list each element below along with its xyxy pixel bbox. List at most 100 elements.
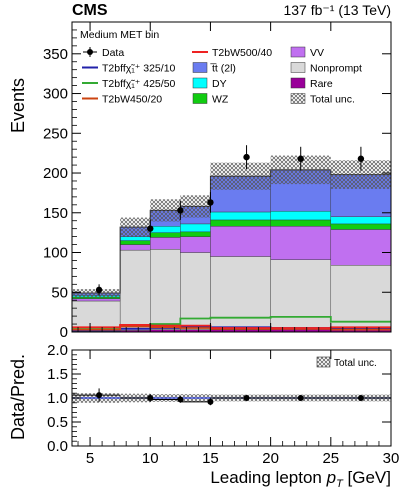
legend-label-total_unc: Total unc. — [310, 94, 355, 106]
main-y-tick-label-300: 300 — [43, 86, 68, 103]
bar-nonprompt-3 — [180, 252, 211, 330]
legend-swatch-total_unc — [290, 93, 306, 104]
ratio-y-tick-label-0.0: 0.0 — [47, 438, 68, 455]
data-point-4 — [243, 153, 250, 161]
legend-label-ttbar: t̅t (2l) — [209, 63, 236, 75]
ratio-legend-swatch — [316, 356, 331, 368]
bar-dy-6 — [330, 216, 392, 225]
bar-wz-4 — [210, 219, 271, 227]
bar-wz-6 — [330, 223, 392, 230]
bar-wz-5 — [270, 219, 332, 227]
main-y-tick-label-150: 150 — [43, 205, 68, 222]
ratio-points — [72, 388, 391, 406]
bar-vv-0 — [71, 298, 121, 302]
legend-label-signal_T2bW_500_40: T2bW500/40 — [212, 47, 272, 59]
bar-wz-1 — [119, 240, 151, 245]
bar-wz-0 — [71, 296, 121, 299]
background-stack — [71, 169, 392, 333]
unc-band-2 — [150, 199, 181, 222]
bar-dy-5 — [270, 210, 332, 221]
main-y-axis-label: Events — [8, 78, 28, 133]
ratio-point-4 — [243, 395, 250, 401]
bar-dy-4 — [210, 211, 271, 221]
ratio-x-tick-label-25: 25 — [322, 450, 339, 467]
bar-wz-3 — [180, 231, 211, 237]
ratio-x-tick-label-30: 30 — [383, 450, 400, 467]
unc-band-1 — [120, 217, 151, 237]
bar-nonprompt-2 — [150, 249, 181, 330]
ratio-x-tick-label-10: 10 — [142, 450, 159, 467]
x-axis-label-prefix: Leading lepton — [210, 468, 326, 487]
legend-label-VV: VV — [310, 47, 324, 59]
ratio-x-axis: 5 10 15 20 25 30 — [77, 350, 400, 467]
x-axis-label-p: p — [326, 468, 336, 487]
ratio-y-axis: 0.0 0.5 1.0 1.5 2.0 — [47, 342, 391, 455]
data-point-3 — [207, 199, 214, 206]
legend-label-WZ: WZ — [212, 94, 229, 106]
bar-vv-1 — [119, 244, 151, 251]
legend-label-signal_T2bW_450_20: T2bW450/20 — [102, 94, 162, 106]
ratio-point-1 — [147, 395, 154, 401]
bar-vv-6 — [330, 229, 392, 266]
ratio-legend: Total unc. — [316, 356, 377, 369]
ratio-point-0 — [96, 392, 103, 399]
bar-vv-4 — [210, 226, 271, 257]
ratio-point-2 — [177, 396, 184, 403]
luminosity-label: 137 fb⁻¹ (13 TeV) — [283, 2, 391, 18]
main-y-tick-label-50: 50 — [51, 284, 68, 301]
x-axis-label-subscript: T — [336, 478, 344, 490]
main-y-tick-label-350: 350 — [43, 46, 68, 63]
bar-dy-3 — [180, 223, 211, 233]
legend-label-DY: DY — [212, 78, 227, 90]
x-axis-label: Leading lepton pT [GeV] — [210, 468, 391, 490]
ratio-plot-panel: 0.0 0.5 1.0 1.5 2.0 5 10 15 20 25 30 Data/Pred. T… — [8, 342, 399, 490]
bar-nonprompt-5 — [270, 259, 332, 330]
legend-label-signal_T2bff_325_10: T2bffχ̃₁⁺ 325/10 — [102, 63, 176, 75]
experiment-label: CMS — [72, 2, 108, 19]
legend-marker-data — [87, 49, 93, 55]
unc-band-3 — [180, 195, 211, 218]
legend-swatch-ttbar — [192, 62, 208, 73]
ratio-y-tick-label-0.5: 0.5 — [47, 414, 68, 431]
ratio-y-tick-label-2.0: 2.0 — [47, 342, 68, 359]
bar-nonprompt-0 — [71, 300, 121, 332]
main-y-tick-label-200: 200 — [43, 165, 68, 182]
ratio-point-5 — [297, 395, 304, 401]
data-point-2 — [177, 207, 184, 214]
bin-annotation: Medium MET bin — [80, 29, 159, 41]
bar-vv-2 — [150, 237, 181, 250]
main-x-axis-ticks — [77, 22, 392, 332]
legend-swatch-WZ — [192, 93, 208, 104]
data-points — [95, 145, 365, 296]
legend-label-signal_T2bff_425_50: T2bffχ̃₁⁺ 425/50 — [102, 78, 176, 90]
bar-vv-5 — [270, 226, 332, 260]
main-legend: Data T2bffχ̃₁⁺ 325/10 T2bffχ̃₁⁺ 425/50 T2bW… — [82, 46, 362, 106]
ratio-point-6 — [357, 395, 364, 401]
ratio-y-tick-label-1.5: 1.5 — [47, 366, 68, 383]
bar-vv-3 — [180, 236, 211, 253]
ratio-x-tick-label-5: 5 — [86, 450, 94, 467]
main-y-axis: 0 50 100 150 200 250 300 350 — [43, 29, 391, 341]
legend-swatch-Nonprompt — [290, 62, 306, 73]
bar-dy-2 — [150, 226, 181, 233]
ratio-y-tick-label-1.0: 1.0 — [47, 390, 68, 407]
unc-band-4 — [210, 162, 271, 190]
data-point-6 — [357, 155, 365, 162]
total-uncertainty-band — [72, 155, 391, 298]
main-plot-frame — [71, 21, 392, 333]
ratio-x-tick-label-15: 15 — [202, 450, 219, 467]
ratio-y-axis-label: Data/Pred. — [8, 354, 28, 440]
x-axis-label-unit: [GeV] — [343, 468, 391, 487]
legend-label-data: Data — [102, 47, 124, 59]
ratio-legend-label: Total unc. — [334, 358, 377, 369]
bar-nonprompt-6 — [330, 265, 392, 328]
legend-label-Nonprompt: Nonprompt — [310, 63, 362, 75]
main-y-tick-label-100: 100 — [43, 245, 68, 262]
main-y-tick-label-250: 250 — [43, 125, 68, 142]
ratio-point-3 — [207, 398, 214, 405]
legend-label-Rare: Rare — [310, 78, 333, 90]
bar-nonprompt-1 — [119, 249, 151, 331]
data-point-1 — [147, 225, 154, 232]
bar-dy-1 — [119, 236, 151, 241]
